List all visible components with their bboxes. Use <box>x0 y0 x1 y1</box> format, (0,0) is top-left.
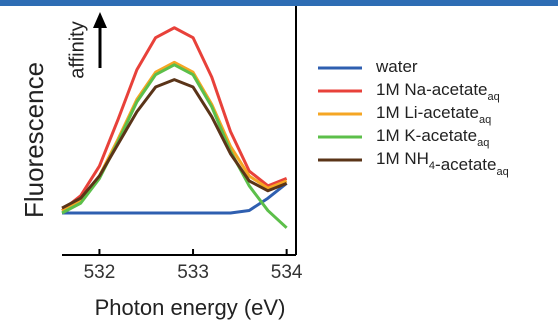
series-line <box>61 26 288 212</box>
legend-label: 1M Na-acetateaq <box>376 80 500 102</box>
series-line <box>61 63 288 229</box>
series-line <box>61 78 288 210</box>
arrow-head <box>93 12 107 28</box>
legend-label: 1M Li-acetateaq <box>376 103 491 125</box>
legend-text: 1M Li-acetate <box>376 103 479 122</box>
legend-text: 1M Na-acetate <box>376 80 488 99</box>
legend-text: 1M NH <box>376 149 429 168</box>
series-line <box>62 182 288 215</box>
x-tick-label: 534 <box>271 262 303 283</box>
y-axis-label: Fluorescence <box>19 62 49 218</box>
legend-label: water <box>375 57 418 76</box>
legend-label: 1M K-acetateaq <box>376 126 489 148</box>
legend-text: 1M K-acetate <box>376 126 477 145</box>
legend-text: -acetate <box>435 155 496 174</box>
legend-text: water <box>375 57 418 76</box>
legend-subscript: aq <box>488 91 500 103</box>
legend-label: 1M NH4-acetateaq <box>376 149 509 177</box>
x-tick-label: 533 <box>177 262 209 283</box>
annotation: affinity <box>66 21 88 78</box>
x-tick-label: 532 <box>84 262 116 283</box>
top-bar <box>0 0 558 6</box>
x-axis-label: Photon energy (eV) <box>95 295 286 320</box>
legend-subscript: aq <box>477 137 489 149</box>
legend-subscript: aq <box>496 166 508 178</box>
legend-subscript: 4 <box>429 160 435 172</box>
legend-subscript: aq <box>479 114 491 126</box>
